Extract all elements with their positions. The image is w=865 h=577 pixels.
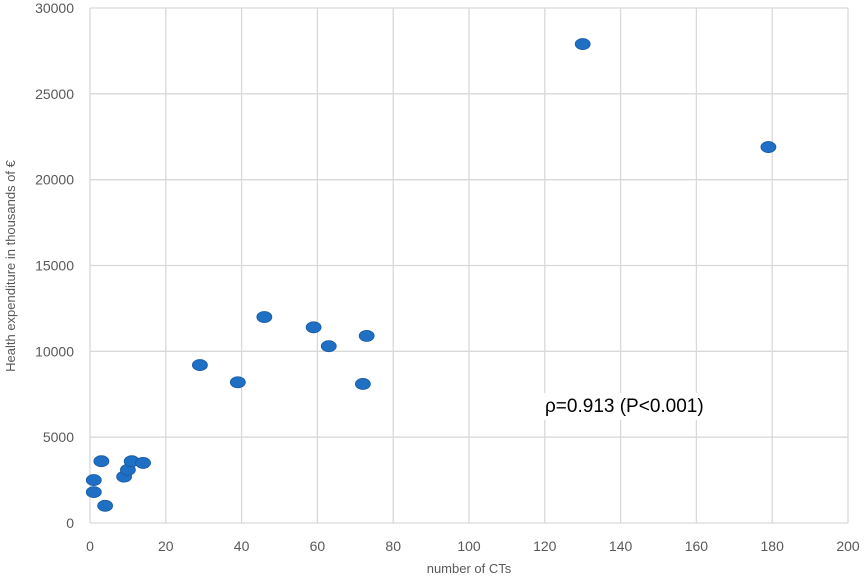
x-tick-labels: 0 20 40 60 80 100 120 140 160 180 200 (86, 538, 860, 554)
x-tick-label: 200 (836, 538, 860, 554)
data-point (760, 141, 777, 153)
data-points (85, 38, 777, 512)
data-point (85, 486, 102, 499)
y-tick-label: 20000 (35, 172, 74, 188)
data-point (354, 378, 371, 390)
y-tick-label: 25000 (35, 86, 74, 102)
x-axis-title: number of CTs (427, 561, 512, 576)
x-tick-label: 140 (609, 538, 633, 554)
correlation-annotation: ρ=0.913 (P<0.001) (545, 396, 704, 417)
data-point (256, 311, 273, 323)
data-point (135, 457, 151, 469)
x-tick-label: 0 (86, 538, 94, 554)
data-point (192, 359, 208, 371)
data-point (93, 455, 110, 468)
y-tick-label: 10000 (35, 343, 74, 359)
y-tick-label: 30000 (35, 0, 74, 16)
data-point (358, 329, 375, 342)
y-tick-label: 15000 (35, 258, 74, 274)
x-tick-label: 20 (158, 538, 174, 554)
gridlines (89, 7, 849, 524)
y-tick-label: 0 (66, 515, 74, 531)
x-tick-label: 40 (234, 538, 250, 554)
data-point (574, 38, 591, 50)
data-point (85, 474, 102, 486)
data-point (97, 499, 114, 512)
y-tick-label: 5000 (43, 429, 74, 445)
x-tick-label: 180 (761, 538, 785, 554)
x-tick-label: 60 (310, 538, 326, 554)
data-point (305, 321, 322, 334)
data-point (229, 376, 246, 389)
data-point (320, 340, 337, 353)
x-tick-label: 80 (385, 538, 401, 554)
y-axis-title: Health expenditure in thousands of € (3, 159, 18, 372)
x-tick-label: 100 (457, 538, 481, 554)
y-tick-labels: 0 5000 10000 15000 20000 25000 30000 (35, 0, 74, 531)
x-tick-label: 120 (533, 538, 557, 554)
annotation-background (541, 393, 708, 420)
x-tick-label: 160 (685, 538, 709, 554)
